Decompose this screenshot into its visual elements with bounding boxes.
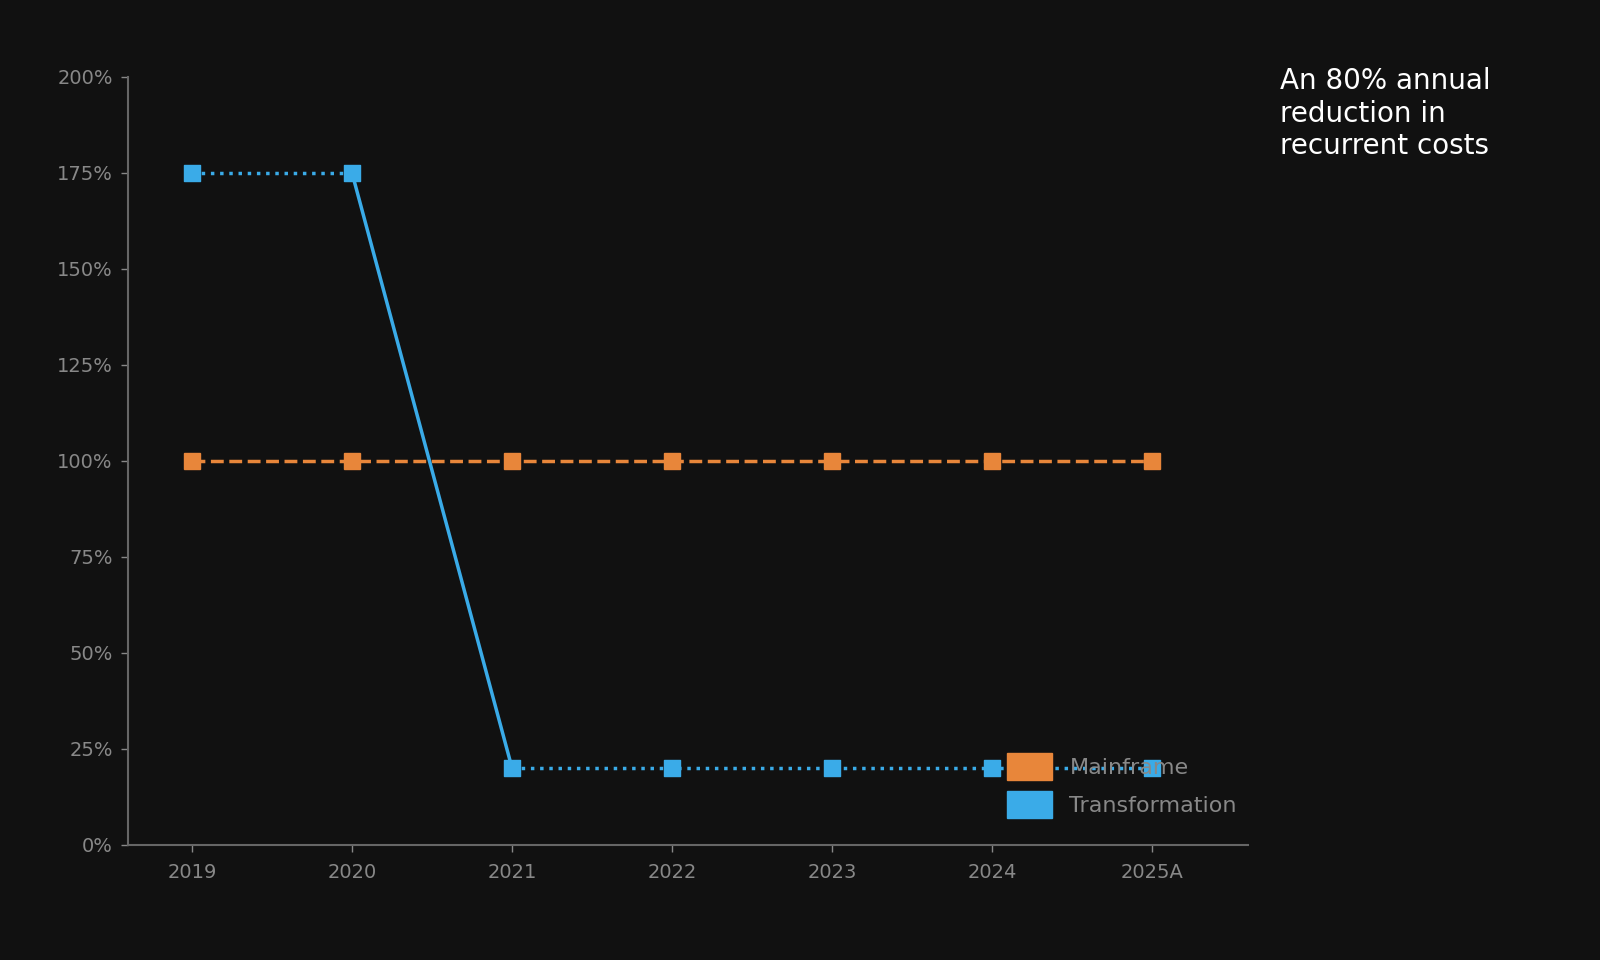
Point: [499, 760, 525, 776]
Point: [819, 760, 845, 776]
Point: [659, 760, 685, 776]
Point: [979, 760, 1005, 776]
Point: [1139, 760, 1165, 776]
Text: An 80% annual
reduction in
recurrent costs: An 80% annual reduction in recurrent cos…: [1280, 67, 1491, 160]
Point: [339, 165, 365, 180]
Legend: Mainframe, Transformation: Mainframe, Transformation: [1006, 753, 1237, 818]
Point: [179, 165, 205, 180]
